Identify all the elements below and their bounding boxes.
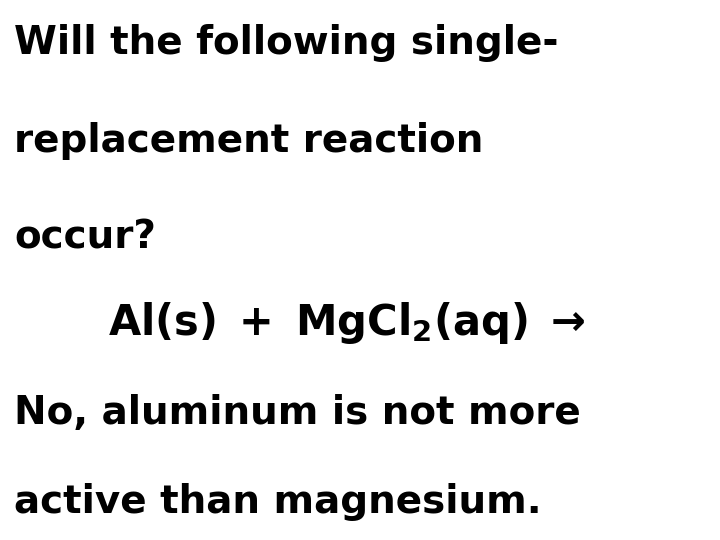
Text: replacement reaction: replacement reaction (14, 122, 484, 159)
Text: $\mathbf{Al(s)\ +\ MgCl_2(aq)\ \rightarrow}$: $\mathbf{Al(s)\ +\ MgCl_2(aq)\ \rightarr… (108, 300, 585, 346)
Text: No, aluminum is not more: No, aluminum is not more (14, 394, 581, 432)
Text: Will the following single-: Will the following single- (14, 24, 559, 62)
Text: occur?: occur? (14, 219, 156, 256)
Text: active than magnesium.: active than magnesium. (14, 483, 542, 521)
